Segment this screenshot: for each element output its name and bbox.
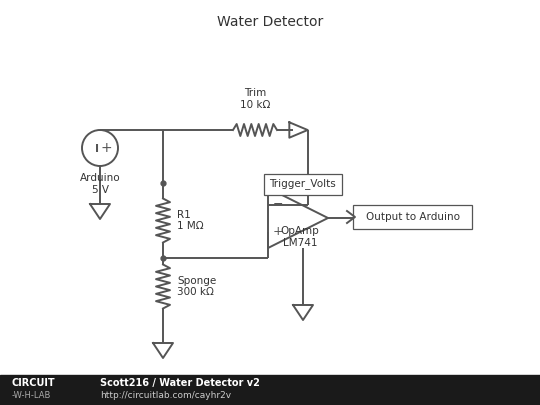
Text: +: + — [273, 225, 284, 238]
Text: R1
1 MΩ: R1 1 MΩ — [177, 210, 204, 231]
Text: Trigger_Volts: Trigger_Volts — [269, 179, 336, 190]
Text: Scott216 / Water Detector v2: Scott216 / Water Detector v2 — [100, 378, 260, 388]
Text: Sponge
300 kΩ: Sponge 300 kΩ — [177, 276, 216, 297]
Text: Trim
10 kΩ: Trim 10 kΩ — [240, 88, 270, 110]
Text: −: − — [273, 198, 284, 211]
FancyBboxPatch shape — [264, 173, 341, 194]
Text: Water Detector: Water Detector — [217, 15, 323, 29]
Text: http://circuitlab.com/cayhr2v: http://circuitlab.com/cayhr2v — [100, 390, 231, 399]
FancyBboxPatch shape — [353, 205, 472, 229]
Text: OpAmp
LM741: OpAmp LM741 — [281, 226, 319, 247]
Text: Arduino
5 V: Arduino 5 V — [80, 173, 120, 194]
Text: I: I — [95, 143, 99, 153]
Text: -W-H-LAB: -W-H-LAB — [12, 390, 51, 399]
Bar — [0, 375, 540, 405]
Text: Output to Arduino: Output to Arduino — [366, 212, 460, 222]
Text: +: + — [100, 141, 112, 156]
Text: CIRCUIT: CIRCUIT — [12, 378, 56, 388]
